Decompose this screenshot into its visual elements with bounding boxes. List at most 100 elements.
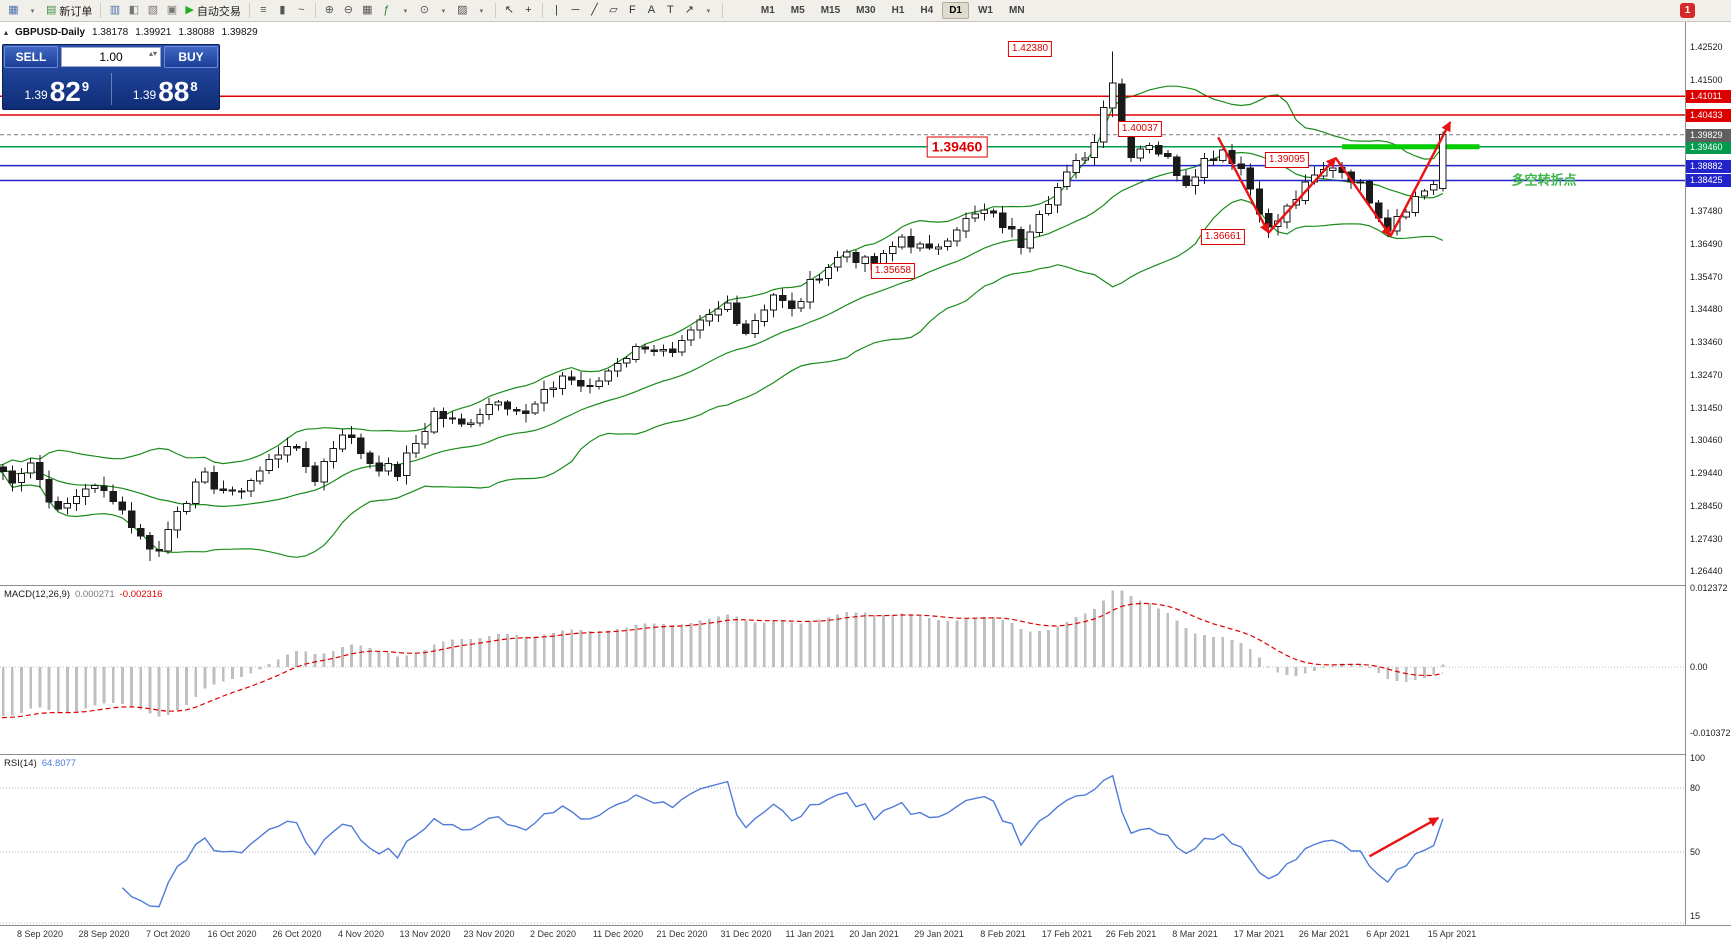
notification-badge[interactable]: 1 (1680, 3, 1695, 18)
templates-icon-glyph: ▨ (457, 4, 468, 16)
date-label: 11 Dec 2020 (592, 929, 644, 939)
templates-dropdown[interactable]: ▾ (472, 2, 491, 20)
timeframe-M15[interactable]: M15 (820, 5, 841, 16)
text-label-icon[interactable]: T (661, 2, 680, 20)
arrows-icon-glyph: ↗ (684, 4, 694, 16)
date-label: 2 Dec 2020 (529, 929, 577, 939)
price-annotation[interactable]: 1.39095 (1264, 152, 1310, 168)
price-scale-label: 1.32470 (1690, 370, 1723, 380)
date-label: 16 Oct 2020 (207, 929, 257, 939)
auto-trading-button-glyph: ▶ (185, 4, 194, 16)
candles (0, 51, 1447, 561)
buy-price-prefix: 1.39 (132, 88, 157, 102)
timeframe-M30[interactable]: M30 (856, 5, 876, 16)
buy-price-big: 88 (158, 76, 190, 107)
arrows-dropdown[interactable]: ▾ (699, 2, 718, 20)
new-chart-icon[interactable]: ▦ (4, 2, 23, 20)
templates-icon[interactable]: ▨ (453, 2, 472, 20)
price-scale-label: 1.42520 (1690, 42, 1723, 52)
rsi-panel-plot[interactable] (0, 754, 1685, 925)
sell-price[interactable]: 1.39 82 9 (3, 69, 111, 109)
price-annotation[interactable]: 1.39460 (926, 136, 988, 158)
rsi-label: RSI(14) 64.8077 (4, 758, 76, 769)
indicators-dropdown[interactable]: ▾ (396, 2, 415, 20)
price-annotation[interactable]: 1.42380 (1007, 41, 1053, 57)
tile-windows-icon[interactable]: ▦ (358, 2, 377, 20)
fibonacci-icon[interactable]: F (623, 2, 642, 20)
equidistant-channel-icon-glyph: ▱ (609, 4, 618, 16)
timeframe-H4[interactable]: H4 (920, 5, 934, 16)
price-scale-label: 1.31450 (1690, 403, 1723, 413)
timeframe-M1[interactable]: M1 (760, 5, 775, 16)
market-watch-icon[interactable]: ▥ (105, 2, 124, 20)
vertical-line-icon[interactable]: | (547, 2, 566, 20)
date-label: 31 Dec 2020 (720, 929, 772, 939)
macd-value-main: 0.000271 (75, 589, 115, 600)
arrows-icon[interactable]: ↗ (680, 2, 699, 20)
auto-trading-button[interactable]: ▶ 自动交易 (181, 2, 244, 20)
trendline-icon[interactable]: ╱ (585, 2, 604, 20)
rsi-panel-separator[interactable] (0, 754, 1731, 755)
sell-button[interactable]: SELL (4, 46, 58, 68)
timeframe-M5[interactable]: M5 (790, 5, 805, 16)
toolbar: ▦ ▾ ▤ 新订单 ▥ ◧ ▧ ▣ ▶ 自动交易 ≡ ▮ ~ ⊕ ⊖ ▦ ƒ ▾ ⊙ ▾ ▨ ▾ ↖ + | ─ ╱ ▱ F A T ↗ ▾ M1… (0, 0, 1731, 22)
rsi-scale-label: 100 (1690, 753, 1706, 763)
time-scale[interactable]: 8 Sep 2020 28 Sep 2020 7 Oct 2020 16 Oct 20… (0, 926, 1731, 943)
trend-arrows[interactable] (1217, 121, 1452, 237)
price-annotation[interactable]: 1.36661 (1200, 229, 1246, 245)
date-label: 8 Mar 2021 (1172, 929, 1218, 939)
price-scale-label: 1.35470 (1690, 272, 1723, 282)
volume-input[interactable]: 1.00 ▴▾ (61, 47, 161, 67)
periods-icon[interactable]: ⊙ (415, 2, 434, 20)
price-annotation[interactable]: 1.40037 (1117, 121, 1163, 137)
new-chart-icon-glyph: ▦ (8, 4, 19, 16)
pivot-note-text[interactable]: 多空转折点 (1511, 172, 1577, 188)
navigator-icon-glyph: ▧ (147, 4, 159, 16)
trade-panel-divider (110, 73, 112, 105)
main-chart-plot[interactable] (0, 22, 1685, 585)
macd-panel-plot[interactable] (0, 585, 1685, 754)
timeframe-H1[interactable]: H1 (891, 5, 905, 16)
volume-spinner-icon[interactable]: ▴▾ (148, 49, 157, 58)
candlestick-chart-icon[interactable]: ▮ (273, 2, 292, 20)
navigator-icon[interactable]: ▧ (143, 2, 162, 20)
rsi-trend-arrow[interactable] (1368, 816, 1440, 858)
timeframe-MN[interactable]: MN (1008, 5, 1025, 16)
new-order-button[interactable]: ▤ 新订单 (42, 2, 96, 20)
zoom-in-icon[interactable]: ⊕ (320, 2, 339, 20)
timeframe-W1[interactable]: W1 (977, 5, 993, 16)
bollinger-upper-band (0, 85, 1444, 466)
price-scale-label: 1.34480 (1690, 304, 1723, 314)
terminal-icon[interactable]: ▣ (162, 2, 181, 20)
macd-panel-separator[interactable] (0, 585, 1731, 586)
cursor-icon[interactable]: ↖ (500, 2, 519, 20)
price-scale[interactable]: 1.425201.415001.404801.394601.384401.374… (1685, 22, 1731, 925)
periods-dropdown[interactable]: ▾ (434, 2, 453, 20)
price-annotation[interactable]: 1.35658 (870, 263, 916, 279)
zoom-in-icon-glyph: ⊕ (324, 4, 334, 16)
horizontal-line-icon[interactable]: ─ (566, 2, 585, 20)
bar-chart-icon-glyph: ≡ (260, 4, 267, 16)
bar-chart-icon[interactable]: ≡ (254, 2, 273, 20)
timeframe-D1[interactable]: D1 (942, 2, 969, 19)
price-tag-resistance-upper: 1.41011 (1686, 90, 1731, 103)
new-chart-dropdown[interactable]: ▾ (23, 2, 42, 20)
zoom-out-icon[interactable]: ⊖ (339, 2, 358, 20)
date-label: 15 Apr 2021 (1427, 929, 1477, 939)
terminal-icon-glyph: ▣ (166, 4, 178, 16)
date-label: 11 Jan 2021 (785, 929, 835, 939)
ohlc-high: 1.39921 (135, 27, 172, 38)
buy-button[interactable]: BUY (164, 46, 218, 68)
data-window-icon[interactable]: ◧ (124, 2, 143, 20)
date-label: 8 Feb 2021 (980, 929, 1026, 939)
text-icon[interactable]: A (642, 2, 661, 20)
one-click-expand-icon[interactable]: ▴ (4, 28, 9, 37)
equidistant-channel-icon[interactable]: ▱ (604, 2, 623, 20)
buy-price[interactable]: 1.39 88 8 (112, 69, 220, 109)
price-tag-pivot-green-line: 1.39460 (1686, 141, 1731, 154)
crosshair-icon[interactable]: + (519, 2, 538, 20)
indicators-icon[interactable]: ƒ (377, 2, 396, 20)
time-scale-separator (0, 925, 1731, 926)
line-chart-icon[interactable]: ~ (292, 2, 311, 20)
price-tag-bid: 1.39829 (1686, 129, 1731, 142)
